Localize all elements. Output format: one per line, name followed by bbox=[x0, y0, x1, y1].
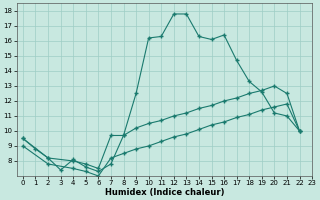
X-axis label: Humidex (Indice chaleur): Humidex (Indice chaleur) bbox=[105, 188, 224, 197]
